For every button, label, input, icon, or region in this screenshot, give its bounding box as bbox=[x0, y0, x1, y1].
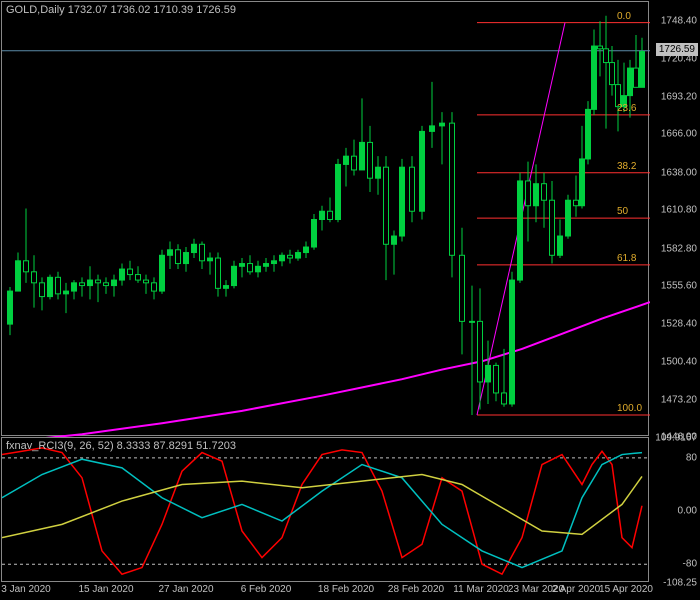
y-tick-label: 1582.80 bbox=[661, 243, 697, 254]
indicator-title: fxnav_RCI3(9, 26, 52) 8.3333 87.8291 51.… bbox=[6, 440, 236, 452]
y-tick-label: 1528.40 bbox=[661, 318, 697, 329]
x-tick-label: 28 Feb 2020 bbox=[388, 584, 444, 595]
fib-label: 38.2 bbox=[617, 161, 636, 172]
x-tick-label: 3 Jan 2020 bbox=[1, 584, 51, 595]
x-tick-label: 6 Feb 2020 bbox=[241, 584, 292, 595]
main-chart-title: GOLD,Daily 1732.07 1736.02 1710.39 1726.… bbox=[6, 4, 236, 16]
indicator-svg bbox=[2, 438, 650, 583]
fib-label: 61.8 bbox=[617, 253, 636, 264]
y-tick-label: -108.25 bbox=[663, 578, 697, 589]
indicator-chart[interactable]: fxnav_RCI3(9, 26, 52) 8.3333 87.8291 51.… bbox=[1, 437, 649, 582]
fib-label: 0.0 bbox=[617, 11, 631, 22]
y-tick-label: 1610.80 bbox=[661, 205, 697, 216]
y-tick-label: 1555.60 bbox=[661, 281, 697, 292]
x-tick-label: 2 Apr 2020 bbox=[552, 584, 600, 595]
y-tick-label: 1500.40 bbox=[661, 357, 697, 368]
x-tick-label: 15 Jan 2020 bbox=[78, 584, 133, 595]
price-box: 1726.59 bbox=[656, 43, 698, 56]
y-tick-label: 109.9167 bbox=[655, 433, 697, 444]
main-chart[interactable]: GOLD,Daily 1732.07 1736.02 1710.39 1726.… bbox=[1, 1, 649, 436]
main-chart-svg bbox=[2, 2, 650, 437]
y-tick-label: 80 bbox=[686, 452, 697, 463]
x-axis: 3 Jan 2020 15 Jan 2020 27 Jan 2020 6 Feb 20… bbox=[1, 583, 649, 599]
y-tick-label: 1748.40 bbox=[661, 15, 697, 26]
x-tick-label: 15 Apr 2020 bbox=[599, 584, 653, 595]
y-tick-label: 1473.20 bbox=[661, 394, 697, 405]
y-tick-label: 1693.20 bbox=[661, 91, 697, 102]
fib-label: 23.6 bbox=[617, 103, 636, 114]
y-tick-label: 1638.00 bbox=[661, 167, 697, 178]
y-tick-label: 1666.00 bbox=[661, 129, 697, 140]
y-tick-label: 0.00 bbox=[678, 506, 697, 517]
x-tick-label: 27 Jan 2020 bbox=[158, 584, 213, 595]
fib-label: 100.0 bbox=[617, 403, 642, 414]
fib-label: 50 bbox=[617, 206, 628, 217]
y-axis: 1748.401720.401693.201666.001638.001610.… bbox=[650, 1, 699, 583]
x-tick-label: 18 Feb 2020 bbox=[318, 584, 374, 595]
x-tick-label: 11 Mar 2020 bbox=[453, 584, 508, 595]
y-tick-label: -80 bbox=[683, 559, 697, 570]
